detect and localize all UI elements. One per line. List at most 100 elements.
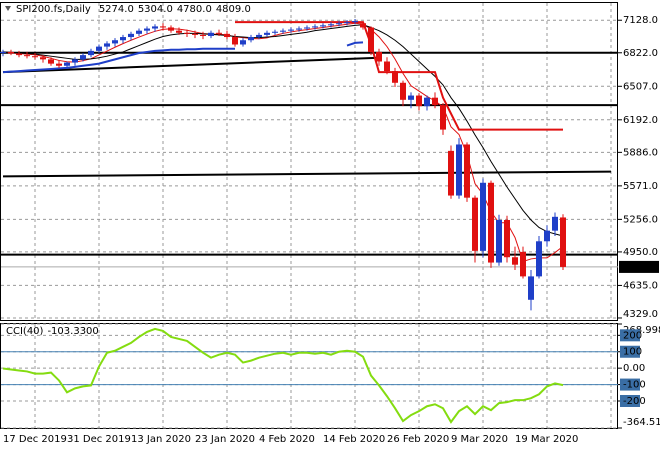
candle-body: [32, 56, 38, 58]
price-panel: [0, 2, 618, 321]
y-tick-label: 4950.0: [623, 247, 658, 258]
cci-title: CCI(40): [6, 326, 44, 337]
candle-body: [536, 241, 542, 277]
candle-body: [112, 40, 118, 44]
candle-body: [320, 25, 326, 27]
x-tick-label: 9 Mar 2020: [451, 434, 508, 445]
candle-body: [312, 26, 318, 28]
cci-line: [2, 327, 564, 424]
candle-body: [88, 50, 94, 56]
y-tick-label: 0.00: [623, 363, 645, 374]
x-tick-label: 17 Dec 2019: [3, 434, 67, 445]
candle-body: [272, 31, 278, 33]
candle-body: [16, 53, 22, 56]
candle-body: [560, 217, 566, 267]
trend-line: [2, 56, 380, 74]
candle-body: [40, 57, 46, 60]
last-price-box: [619, 260, 659, 273]
candle-body: [520, 251, 526, 277]
candle-body: [64, 62, 70, 66]
trend-line: [2, 170, 612, 178]
candle-body: [472, 197, 478, 251]
header-value: 4809.0: [216, 4, 251, 15]
last-price-label: 4809.0: [622, 262, 657, 273]
candle-body: [232, 37, 238, 45]
y-tick-label: 5571.0: [623, 181, 658, 192]
y-tick-label: 4329.0: [623, 309, 658, 320]
candle-body: [432, 97, 438, 106]
candle-body: [344, 22, 350, 24]
candle-body: [216, 32, 222, 34]
candle-body: [504, 220, 510, 258]
x-tick-label: 14 Feb 2020: [323, 434, 385, 445]
candle-body: [288, 29, 294, 31]
header-value: 5274.0: [99, 4, 134, 15]
candle-body: [296, 28, 302, 30]
candle-body: [256, 34, 262, 38]
x-tick-label: 26 Feb 2020: [387, 434, 449, 445]
candle-body: [384, 61, 390, 72]
y-tick-label: 268.9988: [623, 325, 660, 336]
y-tick-box: [620, 378, 640, 391]
x-tick-label: 19 Mar 2020: [515, 434, 578, 445]
symbol-icon: [5, 6, 11, 11]
y-tick-label: 7128.0: [623, 15, 658, 26]
y-tick-label: 5886.0: [623, 147, 658, 158]
candle-body: [168, 27, 174, 31]
candle-body: [528, 276, 534, 300]
candle-body: [136, 30, 142, 34]
candle-body: [120, 37, 126, 41]
candle-body: [160, 26, 166, 28]
x-tick-label: 13 Jan 2020: [131, 434, 191, 445]
candle-body: [80, 55, 86, 60]
x-tick-label: 31 Dec 2019: [67, 434, 131, 445]
y-tick-label: 200: [623, 330, 642, 341]
candle-body: [264, 32, 270, 35]
candle-body: [544, 230, 550, 242]
candle-body: [56, 63, 62, 66]
candle-body: [152, 26, 158, 29]
candle-body: [424, 97, 430, 107]
candle-body: [184, 32, 190, 34]
y-tick-box: [620, 345, 640, 358]
candle-body: [128, 33, 134, 38]
y-tick-label: 6192.0: [623, 115, 658, 126]
x-tick-label: 4 Feb 2020: [259, 434, 315, 445]
chart-header: SPI200.fs,Daily 5274.0 5304.0 4780.0 4809.0: [16, 4, 251, 15]
candle-body: [392, 71, 398, 83]
y-tick-label: -100: [623, 380, 646, 391]
y-tick-label: 6822.0: [623, 48, 658, 59]
candle-body: [464, 144, 470, 198]
x-tick-label: 23 Jan 2020: [195, 434, 255, 445]
header-value: 4780.0: [177, 4, 212, 15]
candle-body: [280, 30, 286, 32]
candle-body: [144, 28, 150, 31]
header-value: 5304.0: [138, 4, 173, 15]
y-tick-box: [620, 329, 640, 342]
cci-value: -103.3300: [47, 326, 98, 337]
candle-body: [8, 51, 14, 54]
candle-body: [0, 51, 6, 53]
cci-header: CCI(40) -103.3300: [6, 326, 99, 337]
candle-body: [488, 182, 494, 263]
candle-body: [72, 59, 78, 63]
y-tick-label: -364.517: [623, 417, 660, 428]
candle-body: [352, 21, 358, 23]
candle-body: [360, 23, 366, 28]
candle-body: [24, 55, 30, 57]
candle-body: [104, 43, 110, 47]
y-tick-label: 5256.0: [623, 214, 658, 225]
candle-body: [456, 144, 462, 196]
candle-body: [448, 150, 454, 196]
y-tick-label: 6507.0: [623, 81, 658, 92]
candle-body: [240, 40, 246, 45]
candle-body: [416, 95, 422, 107]
candle-body: [200, 34, 206, 36]
chart-title: SPI200.fs,Daily: [16, 4, 91, 15]
candle-body: [440, 105, 446, 130]
candle-body: [368, 27, 374, 52]
y-tick-label: 4635.0: [623, 280, 658, 291]
candle-body: [224, 33, 230, 38]
